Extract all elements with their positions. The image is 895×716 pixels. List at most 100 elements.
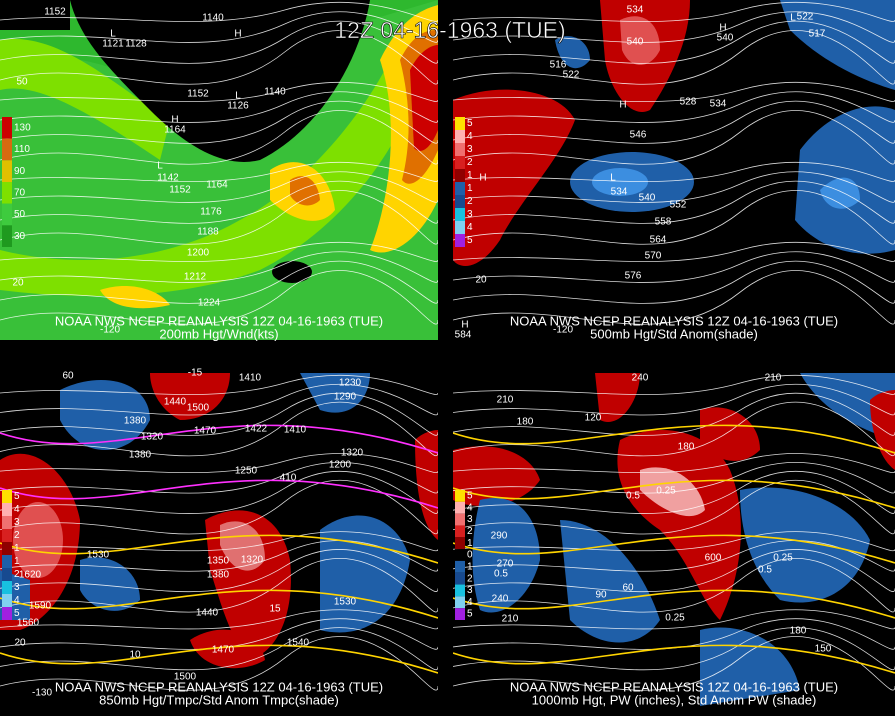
contour [0,270,438,325]
colorbar-swatch [455,195,465,208]
contour [453,374,895,395]
contour-label: 1530 [87,550,110,561]
contour [453,251,895,283]
contour [453,91,895,123]
contour-label: 540 [717,33,734,44]
contour-label: 0.5 [494,569,508,580]
colorbar-label: 2 [14,530,20,541]
isotherm [0,589,438,619]
contour-label: 1152 [187,89,209,100]
contour [0,479,438,535]
colorbar-swatch [2,555,12,568]
colorbar-swatch [455,584,465,597]
colorbar-swatch [455,169,465,182]
contour-label: -120 [100,325,120,336]
contour-label: 522 [797,12,814,23]
contour [0,180,438,224]
colorbar-label: 3 [467,209,473,220]
colorbar-label: 1 [14,543,20,554]
colorbar-label: 50 [14,209,26,220]
contour-label: 1422 [245,424,268,435]
contour-label: 528 [680,97,697,108]
contour-label: 15 [269,604,281,615]
colorbar-label: 4 [467,502,473,513]
contour [0,190,438,245]
isotherm [453,589,895,619]
contour-label: 1350 [207,556,230,567]
contour-label: 1440 [196,608,219,619]
contour-label: 410 [280,473,297,484]
colorbar-label: 1 [14,556,20,567]
panel-overlay [453,1,895,325]
colorbar-label: 2 [467,526,473,537]
caption-source: NOAA NWS NCEP REANALYSIS 12Z 04-16-1963 … [510,679,838,694]
contour [453,609,895,630]
colorbar-swatch [455,537,465,550]
contour [0,1,438,22]
contour-label: 540 [627,37,644,48]
contour-label: -120 [553,325,573,336]
isotherm [0,424,438,454]
contour [0,558,438,613]
colorbar-label: 4 [467,597,473,608]
colorbar-swatch [455,549,465,561]
colorbar-label: 3 [467,144,473,155]
contour-label: 552 [670,200,687,211]
colorbar-swatch [455,130,465,143]
colorbar-label: 30 [14,231,26,242]
contour-label: 60 [62,371,74,382]
contour-label: 1470 [212,645,235,656]
contour [0,401,438,457]
contour-label: 1140 [264,87,286,98]
colorbar-swatch [2,203,12,226]
colorbar-label: 3 [467,514,473,525]
contour-label: 0.5 [758,565,772,576]
contour [453,180,895,224]
colorbar-label: 5 [14,608,20,619]
colorbar-label: 5 [467,609,473,620]
contour [453,260,895,304]
contour-label: 0.5 [626,491,640,502]
contour-label: 210 [502,614,519,625]
contour-label: 1212 [184,272,207,283]
contour-label: 1164 [164,125,186,136]
contour-label: 1188 [197,227,219,238]
contour [0,374,438,395]
contour [0,540,438,572]
contour [0,462,438,494]
contour [453,190,895,245]
contour-label: 1530 [334,597,357,608]
colorbar-label: 3 [14,582,20,593]
caption-field: 200mb Hgt/Wnd(kts) [159,326,278,341]
contour-label: 0.25 [665,613,685,624]
contour-label: H [234,29,241,40]
isotherm [0,534,438,564]
contour-label: 576 [625,271,642,282]
contour [453,462,895,494]
colorbar-swatch [2,182,12,204]
contour-label: L [235,91,241,102]
contour-label: 20 [12,278,24,289]
panel-500mb [453,0,895,340]
contour-label: 1230 [339,378,362,389]
contour [0,81,438,102]
colorbar-label: 110 [14,144,30,155]
colorbar-swatch [2,490,12,503]
contour-label: 50 [16,77,28,88]
contour-label: 534 [611,187,628,198]
colorbar-swatch [455,208,465,221]
colorbar-swatch [2,138,12,161]
contour [0,161,438,182]
contour [0,171,438,203]
colorbar-swatch [2,542,12,555]
contour-label: 0.25 [773,553,793,564]
isotherm [0,479,438,509]
colorbar-label: 5 [467,118,473,129]
contour [0,392,438,436]
contour [0,453,438,474]
contour [0,383,438,416]
contour [0,91,438,123]
contour-label: 1250 [235,466,258,477]
colorbar-swatch [2,529,12,542]
